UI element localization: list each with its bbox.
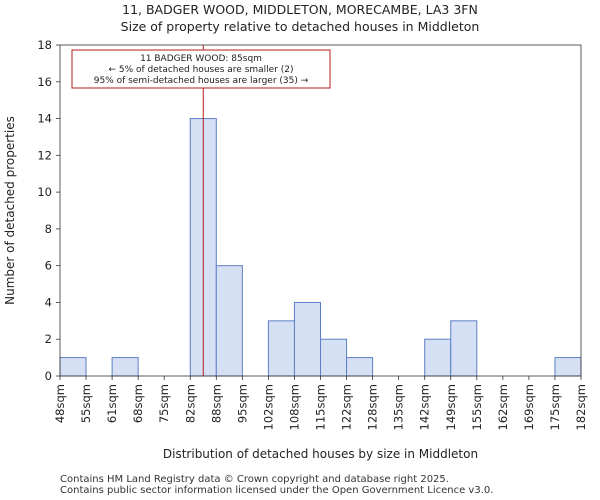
y-axis: 0 2 4 6 8 10 12 14 16 18 <box>37 38 60 383</box>
bar-175sqm <box>554 357 582 377</box>
annotation-line-3: 95% of semi-detached houses are larger (… <box>94 76 309 86</box>
x-tick-label-102sqm: 102sqm <box>261 384 275 430</box>
footer-licence: Contains public sector information licen… <box>60 485 494 496</box>
x-tick-label-115sqm: 115sqm <box>314 384 328 430</box>
y-tick-label-8: 8 <box>45 222 52 236</box>
x-tick-label-75sqm: 75sqm <box>157 384 171 423</box>
x-tick-label-162sqm: 162sqm <box>496 384 510 430</box>
x-tick-label-128sqm: 128sqm <box>366 384 380 430</box>
x-tick-label-175sqm: 175sqm <box>548 384 562 430</box>
x-tick-label-122sqm: 122sqm <box>340 384 354 430</box>
x-axis-label: Distribution of detached houses by size … <box>163 447 478 461</box>
y-tick-label-10: 10 <box>37 185 52 199</box>
chart-title-line1: 11, BADGER WOOD, MIDDLETON, MORECAMBE, L… <box>122 2 478 17</box>
x-tick-label-68sqm: 68sqm <box>131 384 145 423</box>
x-tick-label-155sqm: 155sqm <box>470 384 484 430</box>
x-tick-label-95sqm: 95sqm <box>235 384 249 423</box>
x-tick-label-88sqm: 88sqm <box>209 384 223 423</box>
y-tick-label-16: 16 <box>37 75 52 89</box>
x-tick-label-135sqm: 135sqm <box>392 384 406 430</box>
bar-149sqm <box>450 320 478 377</box>
bar-142sqm <box>424 338 452 377</box>
x-tick-label-108sqm: 108sqm <box>287 384 301 430</box>
x-tick-label-142sqm: 142sqm <box>418 384 432 430</box>
bar-48sqm <box>59 357 87 377</box>
x-tick-label-55sqm: 55sqm <box>79 384 93 423</box>
footer-copyright: Contains HM Land Registry data © Crown c… <box>60 474 449 485</box>
x-tick-label-82sqm: 82sqm <box>183 384 197 423</box>
bar-61sqm <box>111 357 139 377</box>
y-tick-label-4: 4 <box>45 295 52 309</box>
y-tick-label-0: 0 <box>45 369 52 383</box>
y-axis-label: Number of detached properties <box>3 116 17 305</box>
annotation-line-1: 11 BADGER WOOD: 85sqm <box>140 54 262 64</box>
bar-102sqm <box>267 320 295 377</box>
x-tick-label-149sqm: 149sqm <box>444 384 458 430</box>
y-tick-label-6: 6 <box>45 259 52 273</box>
annotation-box: 11 BADGER WOOD: 85sqm ← 5% of detached h… <box>71 49 331 89</box>
bar-88sqm <box>215 265 243 377</box>
bars-layer <box>59 118 582 377</box>
x-tick-label-169sqm: 169sqm <box>522 384 536 430</box>
bar-115sqm <box>320 338 348 377</box>
x-axis: 48sqm 55sqm 61sqm 68sqm 75sqm 82sqm 88sqm 95sqm… <box>53 376 588 430</box>
y-tick-label-14: 14 <box>37 112 52 126</box>
bar-122sqm <box>346 357 374 377</box>
y-tick-label-18: 18 <box>37 38 52 52</box>
bar-108sqm <box>293 301 322 377</box>
y-tick-label-2: 2 <box>45 332 52 346</box>
x-tick-label-48sqm: 48sqm <box>53 384 67 423</box>
chart-title-line2: Size of property relative to detached ho… <box>120 19 480 34</box>
x-tick-label-61sqm: 61sqm <box>105 384 119 423</box>
x-tick-label-182sqm: 182sqm <box>574 384 588 430</box>
y-tick-label-12: 12 <box>37 148 52 162</box>
annotation-line-2: ← 5% of detached houses are smaller (2) <box>108 65 293 75</box>
